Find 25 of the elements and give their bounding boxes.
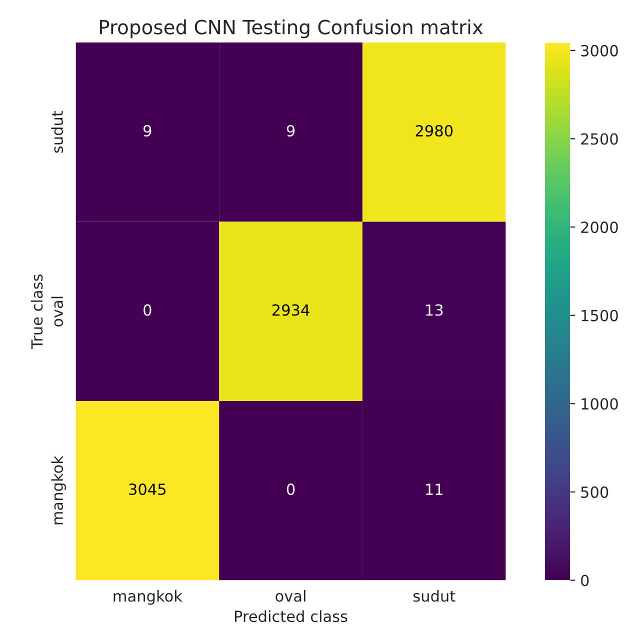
color-bar-label: 500 xyxy=(581,486,608,498)
data-label: 3045 xyxy=(129,483,166,496)
data-label: 11 xyxy=(426,484,442,495)
y-tick-label: oval xyxy=(51,296,64,327)
y-axis-title: True class xyxy=(30,274,43,350)
data-label: 0 xyxy=(144,304,152,316)
color-bar-label: 2000 xyxy=(581,222,618,234)
data-label: 0 xyxy=(286,483,295,496)
data-label: 13 xyxy=(426,304,443,316)
x-tick-label: mangkok xyxy=(114,590,182,605)
color-bar-label: 0 xyxy=(581,574,589,586)
x-axis-title: Predicted class xyxy=(235,610,348,622)
chart-title: Proposed CNN Testing Confusion matrix xyxy=(100,19,483,38)
data-label: 2934 xyxy=(272,304,310,316)
color-bar-label: 1000 xyxy=(582,398,618,410)
color-bar-label: 2500 xyxy=(581,133,618,145)
y-tick-label: sudut xyxy=(51,110,64,153)
color-bar-label: 1500 xyxy=(582,310,618,322)
data-label: 9 xyxy=(144,125,152,137)
x-tick-label: oval xyxy=(276,590,306,602)
data-label: 2980 xyxy=(416,125,453,137)
y-tick-label: mangkok xyxy=(51,456,66,524)
data-label: 9 xyxy=(286,125,295,137)
x-tick-label: sudut xyxy=(413,590,456,602)
color-bar-label: 3000 xyxy=(581,44,618,56)
